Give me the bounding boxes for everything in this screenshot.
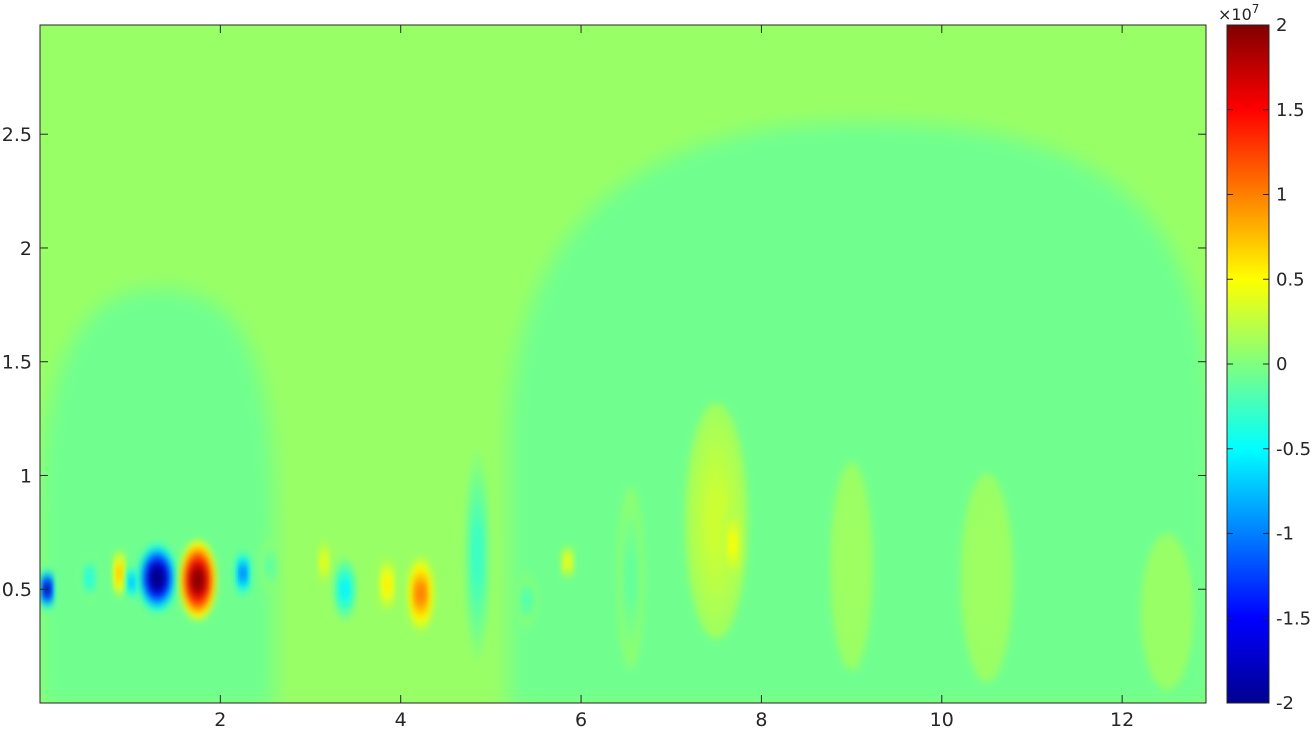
x-tick-label: 8	[755, 709, 767, 731]
colorbar-tick-label: 2	[1276, 15, 1287, 36]
x-tick-label: 10	[930, 709, 954, 731]
feature-20	[960, 473, 1013, 683]
feature-19	[830, 461, 873, 672]
feature-21	[1141, 533, 1194, 691]
x-tick-label: 2	[214, 709, 226, 731]
feature-8	[261, 540, 279, 593]
x-tick-label: 4	[395, 709, 407, 731]
feature-14	[517, 574, 537, 627]
feature-2	[81, 554, 98, 602]
colorbar-ticks: -2 -1.5 -1 -0.5 0 0.5 1 1.5 2	[1227, 15, 1311, 714]
x-tick-label: 6	[575, 709, 587, 731]
feature-18	[724, 507, 741, 581]
feature-13	[465, 450, 489, 660]
colorbar-tick-label: -0.5	[1276, 439, 1311, 460]
colorbar-tick-label: -2	[1276, 693, 1294, 714]
colorbar-exponent: ×107	[1218, 2, 1259, 24]
y-tick-label: 2.5	[2, 124, 32, 146]
y-tick-label: 0.5	[2, 579, 32, 601]
colorbar-tick-label: 0.5	[1276, 269, 1305, 290]
plot-area	[40, 25, 1206, 703]
colorbar-tick-label: -1.5	[1276, 608, 1311, 629]
colorbar-tick-label: -1	[1276, 524, 1294, 545]
y-tick-label: 1.5	[2, 352, 32, 374]
feature-16	[618, 486, 644, 670]
feature-7	[235, 549, 251, 597]
feature-6	[180, 540, 216, 620]
region-1	[40, 288, 275, 703]
feature-5	[138, 543, 176, 612]
feature-9	[318, 541, 330, 583]
region-2	[508, 122, 1206, 703]
feature-12	[408, 557, 433, 631]
colorbar-tick-label: 1.5	[1276, 100, 1305, 121]
feature-3	[114, 549, 125, 597]
feature-layer	[40, 403, 1194, 691]
x-tick-label: 12	[1110, 709, 1134, 731]
colorbar-tick-label: 1	[1276, 185, 1287, 206]
y-tick-label: 1	[20, 465, 32, 487]
plot-frame	[39, 24, 1207, 704]
colorbar-gradient	[1226, 24, 1270, 704]
colorbar-tick-label: 0	[1276, 354, 1287, 375]
y-axis: 0.5 1 1.5 2 2.5	[2, 124, 1206, 601]
feature-4	[126, 564, 138, 601]
x-axis: 2 4 6 8 10 12	[214, 25, 1134, 731]
y-tick-label: 2	[20, 238, 32, 260]
feature-15	[562, 546, 573, 578]
region-layer	[40, 122, 1206, 703]
colorbar: -2 -1.5 -1 -0.5 0 0.5 1 1.5 2 ×107	[1218, 2, 1311, 714]
feature-11	[379, 558, 395, 611]
feature-10	[334, 557, 356, 621]
